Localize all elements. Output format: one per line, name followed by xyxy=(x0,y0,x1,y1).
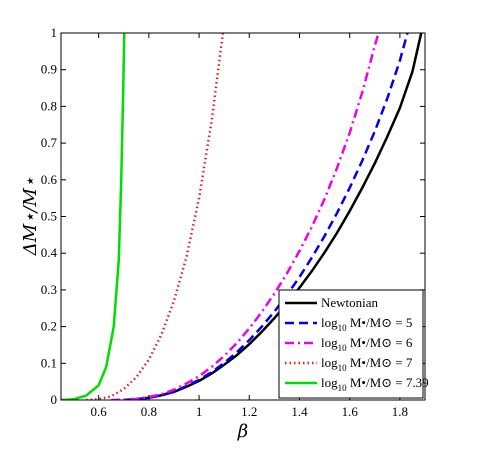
x-tick-label: 1.2 xyxy=(241,404,257,419)
legend-entry-4: log10 M•/M⊙ = 7.39 xyxy=(321,375,429,393)
y-tick-label: 1 xyxy=(51,25,58,40)
y-tick-label: 0.1 xyxy=(41,355,57,370)
y-tick-label: 0.6 xyxy=(41,172,58,187)
y-tick-label: 0.5 xyxy=(41,209,57,224)
x-tick-label: 1.8 xyxy=(392,404,408,419)
y-tick-label: 0.7 xyxy=(41,135,58,150)
y-axis-label: ΔM⋆/M⋆ xyxy=(20,177,41,256)
y-tick-label: 0.2 xyxy=(41,319,57,334)
x-tick-label: 0.8 xyxy=(141,404,157,419)
ticks-layer: 0.6 0.8 1 1.2 1.4 1.6 1.8 0 0.1 0.2 0.3 0.4 0.5 0.6 0.… xyxy=(41,25,425,419)
svg-text:ΔM⋆/M⋆: ΔM⋆/M⋆ xyxy=(20,177,41,256)
x-tick-label: 0.6 xyxy=(91,404,108,419)
legend-entry-0: Newtonian xyxy=(321,295,379,310)
y-tick-label: 0.8 xyxy=(41,98,57,113)
legend-entry-2: log10 M•/M⊙ = 6 xyxy=(321,335,413,353)
series-layer xyxy=(61,33,423,400)
y-tick-label: 0 xyxy=(51,392,58,407)
x-tick-label: 1.4 xyxy=(291,404,308,419)
legend-entry-3: log10 M•/M⊙ = 7 xyxy=(321,355,413,373)
series-line-4 xyxy=(61,33,126,400)
legend: Newtonian log10 M•/M⊙ = 5 log10 M•/M⊙ = 6 l… xyxy=(278,289,429,399)
y-tick-label: 0.9 xyxy=(41,62,57,77)
series-line-1 xyxy=(123,33,409,400)
y-tick-label: 0.3 xyxy=(41,282,57,297)
legend-box xyxy=(278,289,424,399)
y-tick-label: 0.4 xyxy=(41,245,58,260)
x-tick-label: 1 xyxy=(196,404,203,419)
series-line-2 xyxy=(111,33,380,400)
x-tick-label: 1.6 xyxy=(342,404,359,419)
x-axis-label: β xyxy=(237,421,248,442)
legend-entry-1: log10 M•/M⊙ = 5 xyxy=(321,315,412,333)
